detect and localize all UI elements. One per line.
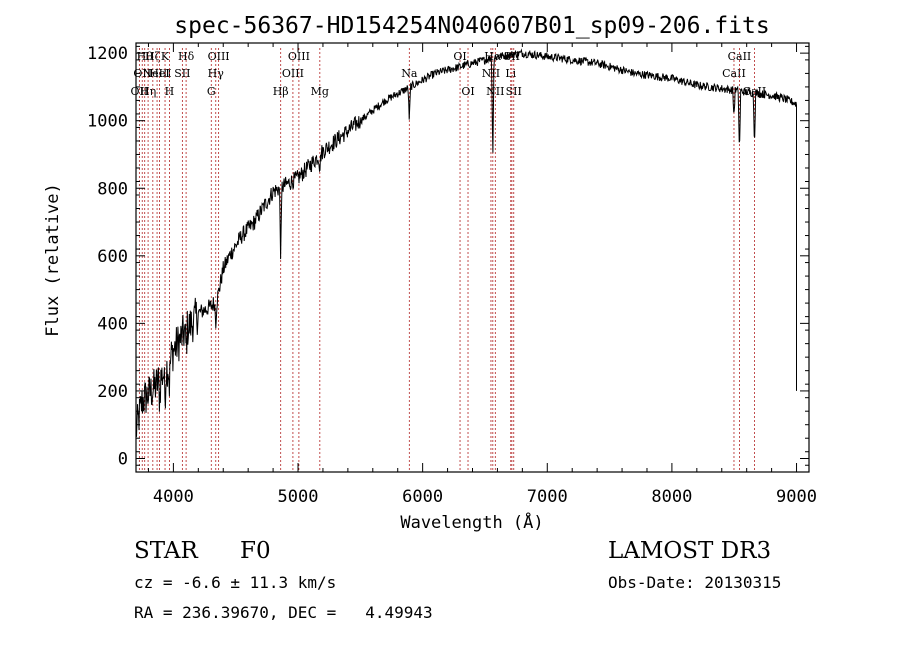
x-tick-label: 7000 (527, 487, 568, 507)
x-tick-label: 8000 (651, 487, 692, 507)
line-marker-label: H (165, 85, 175, 98)
y-tick-label: 600 (97, 247, 128, 267)
y-tick-label: 0 (118, 449, 128, 469)
line-markers: OIIOIIHθHηHζNeIIIHeIKHSIIHδGHγOIIIHβOIII… (131, 48, 766, 472)
line-marker-label: OII (131, 85, 149, 98)
line-marker-label: CaII (728, 50, 752, 63)
line-marker-label: OIII (208, 50, 230, 63)
line-marker-label: Hγ (208, 67, 225, 80)
line-marker-label: Hβ (273, 85, 289, 98)
line-marker-label: G (207, 85, 216, 98)
y-tick-label: 800 (97, 179, 128, 199)
line-marker-label: Hη (140, 85, 156, 98)
plot-frame (135, 42, 810, 473)
line-marker-label: K (161, 50, 170, 63)
y-tick-label: 400 (97, 314, 128, 334)
line-marker-label: SII (506, 85, 522, 98)
coordinates-text: RA = 236.39670, DEC = 4.49943 (134, 603, 433, 622)
line-marker-label: OI (461, 85, 474, 98)
x-tick-label: 5000 (278, 487, 319, 507)
line-marker-label: NII (482, 67, 500, 80)
object-subclass: F0 (240, 538, 271, 564)
spectrum-line (135, 48, 797, 437)
line-marker-label: SII (174, 67, 190, 80)
line-marker-label: NII (486, 85, 504, 98)
x-tick-label: 6000 (402, 487, 443, 507)
line-marker-label: CaII (722, 67, 746, 80)
line-marker-label: Hδ (178, 50, 195, 63)
line-marker-label: Hζ (145, 50, 161, 63)
survey-name: LAMOST DR3 (608, 538, 772, 564)
x-tick-label: 4000 (153, 487, 194, 507)
x-tick-label: 9000 (776, 487, 817, 507)
line-marker-label: Mg (311, 85, 329, 98)
line-marker-label: Li (505, 67, 516, 80)
y-tick-label: 200 (97, 382, 128, 402)
object-class: STAR (134, 538, 198, 564)
line-marker-label: OI (453, 50, 466, 63)
y-tick-label: 1200 (87, 44, 128, 64)
line-marker-label: Na (401, 67, 418, 80)
obs-date-text: Obs-Date: 20130315 (608, 573, 782, 592)
line-marker-label: HeI (149, 67, 169, 80)
chart-title: spec-56367-HD154254N040607B01_sp09-206.f… (174, 13, 769, 39)
y-tick-label: 1000 (87, 112, 128, 132)
line-marker-label: NeIII (142, 67, 171, 80)
redshift-text: cz = -6.6 ± 11.3 km/s (134, 573, 337, 592)
line-marker-label: OIII (282, 67, 304, 80)
y-axis-label: Flux (relative) (43, 183, 63, 337)
line-marker-label: OII (133, 67, 151, 80)
axis-ticks: 4000 5000 6000 7000 8000 9000 0 200 400 600 800 100… (87, 43, 817, 507)
line-marker-label: OIII (288, 50, 310, 63)
x-axis-label: Wavelength (Å) (400, 511, 543, 533)
